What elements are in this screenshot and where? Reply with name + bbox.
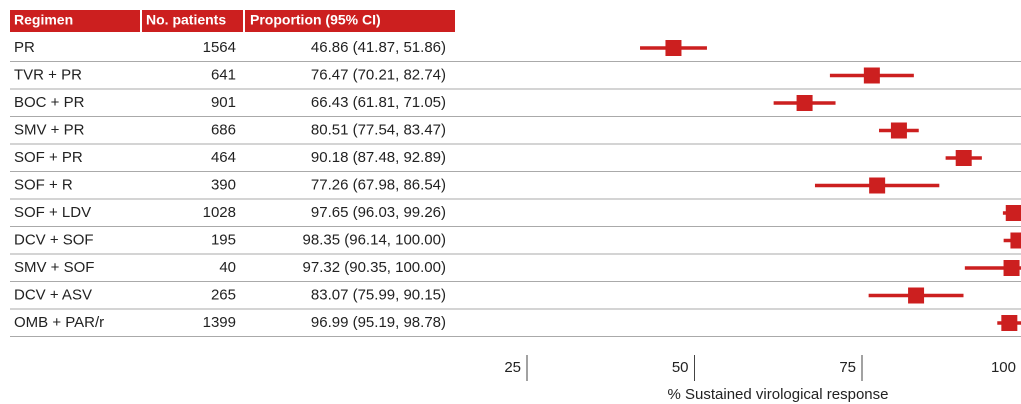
header-label: No. patients (146, 12, 226, 28)
x-tick-label: 50 (672, 359, 689, 376)
proportion: 96.99 (95.19, 98.78) (311, 314, 446, 331)
point-estimate (665, 40, 682, 56)
patients: 265 (211, 286, 236, 303)
regimen: SOF + PR (14, 149, 83, 166)
point-estimate (869, 177, 886, 194)
proportion: 80.51 (77.54, 83.47) (311, 121, 446, 138)
proportion: 97.32 (90.35, 100.00) (303, 259, 446, 276)
regimen: DCV + SOF (14, 231, 94, 248)
proportion: 66.43 (61.81, 71.05) (311, 94, 446, 111)
patients: 1564 (203, 39, 236, 56)
regimen: TVR + PR (14, 66, 82, 83)
proportion: 46.86 (41.87, 51.86) (311, 39, 446, 56)
regimen: OMB + PAR/r (14, 314, 104, 331)
x-tick-label: 25 (504, 359, 521, 376)
point-estimate (1010, 232, 1021, 249)
point-estimate (1001, 315, 1018, 331)
header-cell (142, 10, 243, 32)
proportion: 83.07 (75.99, 90.15) (311, 286, 446, 303)
patients: 1399 (203, 314, 236, 331)
regimen: BOC + PR (14, 94, 85, 111)
point-estimate (796, 95, 813, 111)
point-estimate (863, 67, 880, 84)
proportion: 97.65 (96.03, 99.26) (311, 204, 446, 221)
patients: 464 (211, 149, 236, 166)
point-estimate (955, 150, 972, 166)
regimen: DCV + ASV (14, 286, 92, 303)
proportion: 77.26 (67.98, 86.54) (311, 176, 446, 193)
x-tick-label: 75 (839, 359, 856, 376)
regimen: SOF + LDV (14, 204, 91, 221)
regimen: SOF + R (14, 176, 73, 193)
header-label: Proportion (95% CI) (250, 12, 381, 28)
patients: 901 (211, 94, 236, 111)
point-estimate (908, 287, 925, 304)
regimen: SMV + PR (14, 121, 85, 138)
patients: 686 (211, 121, 236, 138)
x-axis-label: % Sustained virological response (668, 386, 889, 403)
regimen: SMV + SOF (14, 259, 94, 276)
regimen: PR (14, 39, 35, 56)
patients: 195 (211, 231, 236, 248)
point-estimate (1005, 205, 1021, 221)
patients: 390 (211, 176, 236, 193)
proportion: 76.47 (70.21, 82.74) (311, 66, 446, 83)
proportion: 98.35 (96.14, 100.00) (303, 231, 446, 248)
header-cell (245, 10, 455, 32)
patients: 40 (219, 259, 236, 276)
proportion: 90.18 (87.48, 92.89) (311, 149, 446, 166)
header-label: Regimen (14, 12, 73, 28)
patients: 641 (211, 66, 236, 83)
point-estimate (890, 122, 907, 139)
header-cell (10, 10, 140, 32)
x-tick-label: 100 (991, 359, 1016, 376)
point-estimate (1003, 260, 1020, 276)
patients: 1028 (203, 204, 236, 221)
